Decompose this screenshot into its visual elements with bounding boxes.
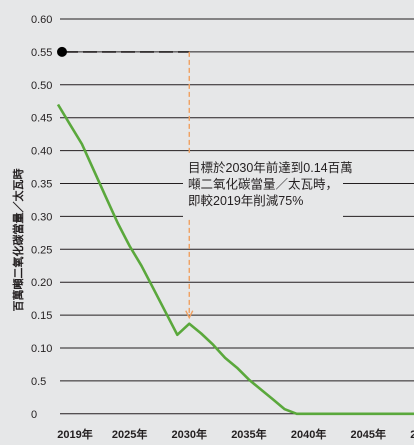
annotation-text-line: 即較2019年削減75% [188, 193, 303, 208]
x-tick-label: 2030年 [172, 427, 207, 441]
y-tick-label: 0.5 [31, 376, 46, 388]
annotation-text-line: 噸二氧化碳當量／太瓦時， [188, 177, 338, 192]
x-tick-label: 2045年 [351, 427, 386, 441]
y-tick-label: 0.20 [31, 277, 52, 289]
y-tick-label: 0 [31, 409, 37, 421]
x-tick-label: 2019年 [57, 427, 92, 441]
x-tick-label: 2035年 [231, 427, 266, 441]
y-tick-label: 0.50 [31, 80, 52, 92]
y-tick-label: 0.10 [31, 343, 52, 355]
y-tick-label: 0.15 [31, 310, 52, 322]
baseline-marker [57, 46, 67, 57]
y-tick-label: 0.55 [31, 47, 52, 59]
target-arrowhead [185, 310, 194, 320]
y-tick-label: 0.25 [31, 244, 52, 256]
y-axis-title: 百萬噸二氧化碳當量／太瓦時 [11, 169, 25, 312]
y-tick-label: 0.30 [31, 211, 52, 223]
x-tick-label: 2040年 [291, 427, 326, 441]
x-tick-labels: 2019年 2025年 2030年 2035年 2040年 2045年 2050年 [57, 427, 414, 441]
emissions-intensity-line [56, 103, 414, 416]
y-tick-label: 0.35 [31, 179, 52, 191]
y-tick-label: 0.45 [31, 113, 52, 125]
annotation-text-line: 目標於2030年前達到0.14百萬 [188, 160, 353, 175]
y-tick-label: 0.40 [31, 146, 52, 158]
x-tick-label: 2025年 [112, 427, 147, 441]
annotation-layer: 目標於2030年前達到0.14百萬噸二氧化碳當量／太瓦時，即較2019年削減75… [183, 155, 353, 217]
annotation-background [183, 155, 343, 217]
y-tick-label: 0.60 [31, 14, 52, 26]
y-tick-labels: 0.600.550.500.450.400.350.300.250.200.15… [31, 14, 52, 421]
series-layer [56, 46, 414, 416]
x-tick-label: 2050年 [410, 427, 414, 441]
